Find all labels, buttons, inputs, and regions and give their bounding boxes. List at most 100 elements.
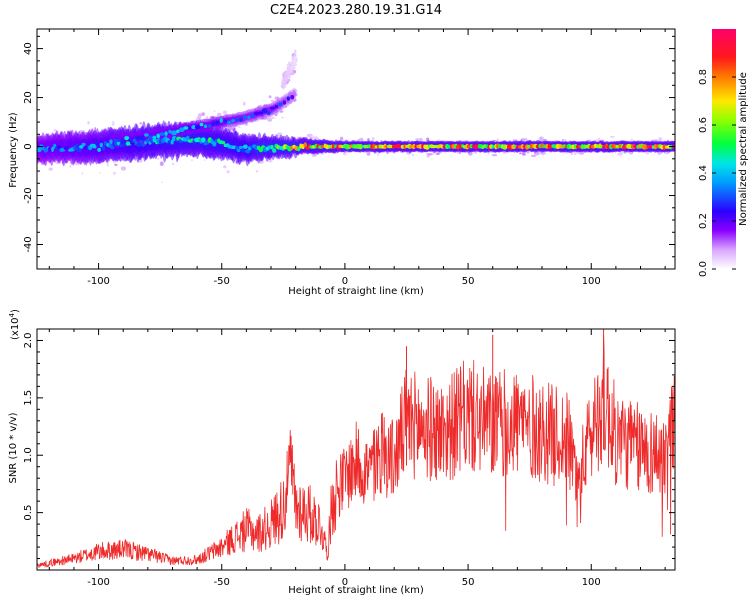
spectro-peak: [238, 145, 244, 150]
bottom-x-tick-label: 50: [462, 577, 475, 588]
spectro-peak: [81, 142, 86, 147]
spectro-branch-peak: [207, 124, 212, 128]
spectro-halo-dot: [538, 136, 544, 142]
spectro-outlier: [157, 157, 160, 160]
top-y-tick-label: -20: [23, 187, 34, 203]
spectro-branch-peak: [140, 135, 145, 141]
spectro-halo-dot: [205, 116, 209, 119]
spectrogram-axes: -100 -50 0 50 100 -40 -20 0 20 40: [23, 29, 675, 287]
spectro-branch-peak: [188, 126, 192, 131]
spectro-halo-dot: [629, 151, 633, 155]
spectro-peak: [458, 143, 462, 149]
spectro-halo-dot: [111, 121, 115, 126]
spectro-peak: [580, 144, 585, 150]
top-y-tick-label: 40: [23, 42, 34, 55]
spectro-branch-peak: [270, 106, 275, 110]
spectro-halo-dot: [339, 136, 344, 141]
spectro-branch-peak: [183, 126, 189, 130]
spectro-peak: [296, 146, 301, 152]
colorbar-ticks: 0.0 0.2 0.4 0.6 0.8: [698, 69, 736, 277]
spectro-branch-peak: [112, 138, 117, 142]
spectro-branch-peak: [278, 102, 283, 107]
spectro-branch-peak: [203, 124, 208, 129]
spectrogram-core: [37, 52, 675, 167]
spectrogram-layer: [37, 49, 675, 184]
spectro-branch-peak: [176, 129, 180, 134]
spectro-halo-dot: [521, 152, 526, 156]
spectro-branch-peak: [194, 124, 201, 130]
spectro-branch-peak: [120, 139, 126, 144]
colorbar-tick-label: 0.6: [698, 117, 709, 133]
spectro-branch-peak: [124, 136, 130, 141]
spectro-branch-peak: [266, 111, 271, 115]
spectro-halo-dot: [120, 166, 127, 171]
spectro-halo-dot: [48, 167, 53, 171]
spectro-branch-peak: [258, 111, 264, 115]
spectrogram-halo: [37, 49, 675, 184]
spectro-halo-dot: [243, 101, 246, 106]
spectro-halo-dot: [201, 112, 206, 116]
spectro-halo-dot: [415, 138, 421, 141]
spectro-peak: [221, 140, 226, 145]
spectro-branch-peak: [215, 120, 220, 125]
spectro-outlier: [171, 162, 175, 166]
spectrogram-peaks: [37, 95, 675, 154]
spectro-branch-peak: [250, 113, 255, 119]
spectro-halo-dot: [412, 153, 415, 157]
colorbar-label: Normalized spectral amplitude: [738, 72, 749, 226]
y-scale-prefix: (x10: [10, 317, 21, 340]
spectro-halo-dot: [657, 137, 663, 142]
spectro-halo-dot: [435, 152, 440, 155]
spectro-branch-peak: [152, 135, 157, 140]
top-x-tick-label: -100: [87, 276, 110, 287]
bottom-y-axis-label: SNR (10 * v/v): [8, 412, 19, 483]
spectro-branch-peak: [243, 115, 247, 120]
spectro-peak: [358, 144, 363, 150]
bottom-x-axis-label: Height of straight line (km): [288, 585, 424, 596]
spectro-halo-dot: [216, 112, 222, 118]
y-scale-exponent: 4: [8, 312, 16, 317]
bottom-y-tick-label: 1.5: [23, 390, 34, 406]
spectro-branch-peak: [231, 119, 235, 123]
bottom-y-tick-label: 1.0: [23, 447, 34, 463]
spectro-peak: [186, 135, 190, 141]
spectro-branch-peak: [234, 118, 240, 122]
spectro-outlier: [281, 116, 284, 119]
spectro-halo-dot: [420, 138, 423, 142]
snr-axes: -100 -50 0 50 100 0.5 1.0 1.5 2.0: [23, 329, 675, 588]
y-scale-suffix: ): [10, 309, 21, 313]
spectro-outlier: [238, 125, 241, 128]
bottom-x-tick-label: -100: [87, 577, 110, 588]
spectro-halo-dot: [610, 135, 615, 139]
spectro-peak: [272, 148, 277, 153]
bottom-y-tick-label: 0.5: [23, 505, 34, 521]
spectro-halo-dot: [342, 152, 347, 156]
spectro-outlier: [191, 159, 193, 162]
spectro-peak: [66, 145, 70, 150]
colorbar-tick-label: 0.2: [698, 213, 709, 229]
top-x-axis-label: Height of straight line (km): [288, 286, 424, 297]
spectro-peak: [328, 144, 332, 149]
svg-text:(x104): (x104): [8, 309, 21, 340]
chart-title: C2E4.2023.280.19.31.G14: [270, 3, 442, 18]
spectro-branch-peak: [109, 139, 113, 145]
spectro-halo-dot: [617, 152, 623, 156]
spectro-outlier: [69, 165, 72, 168]
spectro-peak: [241, 148, 246, 153]
spectro-peak: [136, 142, 142, 148]
spectro-branch-peak: [148, 135, 153, 140]
spectro-halo-dot: [294, 49, 297, 54]
spectro-branch-peak: [219, 117, 223, 123]
spectro-branch-peak: [282, 100, 287, 105]
spectro-branch-peak: [239, 117, 243, 122]
spectro-halo-dot: [223, 165, 227, 169]
spectro-outlier: [203, 159, 206, 161]
spectro-outlier: [226, 170, 230, 174]
spectro-branch-peak: [168, 129, 172, 134]
spectro-halo-dot: [197, 113, 203, 118]
spectro-branch-peak: [156, 133, 160, 139]
spectro-outlier: [161, 181, 163, 184]
spectro-branch-peak: [274, 104, 279, 109]
